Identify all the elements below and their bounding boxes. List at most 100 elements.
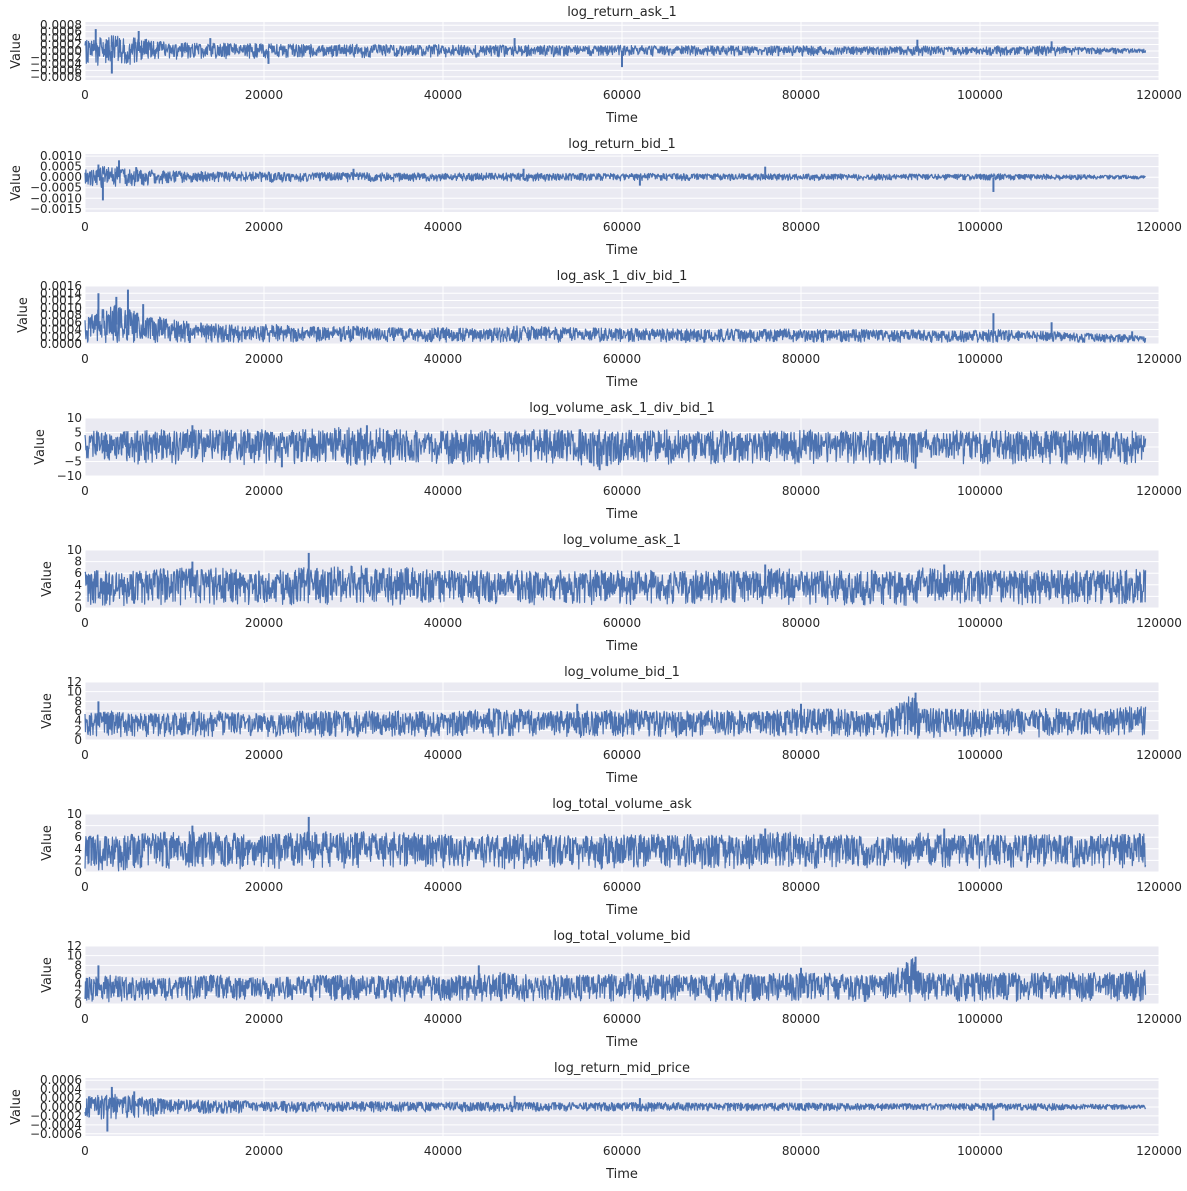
x-axis-label: Time (605, 111, 638, 126)
y-tick-label: 6 (74, 566, 82, 580)
y-axis-label: Value (40, 693, 55, 729)
y-tick-label: 4 (74, 578, 82, 592)
x-axis-label: Time (605, 1167, 638, 1182)
x-tick-label: 40000 (424, 352, 462, 366)
y-tick-label: 0 (74, 733, 82, 747)
y-tick-label: 10 (67, 807, 82, 821)
x-tick-label: 40000 (424, 616, 462, 630)
x-axis-label: Time (605, 1035, 638, 1050)
series-line (84, 35, 1147, 66)
x-tick-label: 0 (81, 88, 89, 102)
subplot-title: log_return_ask_1 (567, 5, 677, 20)
subplot-log-volume-ask-1: 0 20000 40000 60000 80000 100000 1200000246810… (40, 533, 1182, 654)
subplot-title: log_return_mid_price (554, 1061, 690, 1076)
x-tick-label: 120000 (1136, 352, 1182, 366)
y-tick-label: −0.0004 (30, 1118, 82, 1132)
x-tick-label: 20000 (245, 220, 283, 234)
x-tick-label: 120000 (1136, 1144, 1182, 1158)
x-tick-label: 60000 (603, 616, 641, 630)
y-tick-label: 0.0002 (40, 330, 82, 344)
subplot-title: log_total_volume_ask (552, 797, 692, 812)
y-axis-label: Value (40, 561, 55, 597)
y-tick-label: −0.0005 (30, 181, 82, 195)
y-tick-label: 0.0000 (40, 44, 82, 58)
x-tick-label: 100000 (957, 748, 1003, 762)
x-tick-label: 100000 (957, 1012, 1003, 1026)
y-tick-label: 10 (67, 543, 82, 557)
x-tick-label: 40000 (424, 220, 462, 234)
x-tick-label: 20000 (245, 352, 283, 366)
y-axis-label: Value (40, 957, 55, 993)
x-tick-label: 40000 (424, 880, 462, 894)
y-tick-label: 2 (74, 853, 82, 867)
x-tick-label: 40000 (424, 748, 462, 762)
x-tick-label: 80000 (782, 880, 820, 894)
x-axis-label: Time (605, 243, 638, 258)
y-tick-label: 2 (74, 589, 82, 603)
y-tick-label: 6 (74, 830, 82, 844)
y-tick-label: 0.0008 (40, 18, 82, 32)
x-tick-label: 80000 (782, 484, 820, 498)
subplot-log-total-volume-bid: 0 20000 40000 60000 80000 100000 1200000246810… (40, 929, 1182, 1050)
y-tick-label: 8 (74, 694, 82, 708)
x-tick-label: 80000 (782, 352, 820, 366)
x-tick-label: 0 (81, 220, 89, 234)
y-tick-label: 0 (74, 997, 82, 1011)
y-tick-label: 6 (74, 704, 82, 718)
y-tick-label: −0.0004 (30, 57, 82, 71)
y-axis-label: Value (33, 429, 48, 465)
y-axis-label: Value (40, 825, 55, 861)
x-axis-label: Time (605, 375, 638, 390)
y-tick-label: 0.0010 (40, 301, 82, 315)
subplot-title: log_volume_ask_1_div_bid_1 (529, 401, 714, 416)
y-tick-label: 0.0004 (40, 1082, 82, 1096)
x-tick-label: 120000 (1136, 88, 1182, 102)
x-tick-label: 80000 (782, 616, 820, 630)
y-tick-label: 0.0010 (40, 149, 82, 163)
x-tick-label: 120000 (1136, 484, 1182, 498)
subplot-title: log_volume_ask_1 (563, 533, 681, 548)
x-tick-label: 20000 (245, 88, 283, 102)
y-tick-label: −0.0010 (30, 191, 82, 205)
series-line (84, 304, 1147, 344)
y-tick-label: 2 (74, 987, 82, 1001)
x-tick-label: 120000 (1136, 748, 1182, 762)
x-tick-label: 120000 (1136, 880, 1182, 894)
x-axis-label: Time (605, 507, 638, 522)
x-tick-label: 100000 (957, 88, 1003, 102)
subplot-title: log_ask_1_div_bid_1 (557, 269, 688, 284)
x-tick-label: 100000 (957, 484, 1003, 498)
series-line (84, 565, 1147, 607)
y-tick-label: 0.0000 (40, 337, 82, 351)
y-tick-label: −0.0006 (30, 63, 82, 77)
x-tick-label: 100000 (957, 352, 1003, 366)
y-tick-label: 8 (74, 555, 82, 569)
subplot-title: log_total_volume_bid (553, 929, 690, 944)
series-line (84, 426, 1147, 467)
subplot-log-volume-bid-1: 0 20000 40000 60000 80000 100000 1200000246810… (40, 665, 1182, 786)
x-tick-label: 100000 (957, 616, 1003, 630)
x-tick-label: 120000 (1136, 616, 1182, 630)
x-tick-label: 20000 (245, 1012, 283, 1026)
x-tick-label: 60000 (603, 220, 641, 234)
y-tick-label: 0.0004 (40, 31, 82, 45)
x-tick-label: 80000 (782, 1144, 820, 1158)
x-tick-label: 100000 (957, 880, 1003, 894)
x-tick-label: 20000 (245, 1144, 283, 1158)
y-axis-label: Value (9, 1089, 24, 1125)
series-line (84, 831, 1147, 872)
y-tick-label: −0.0008 (30, 70, 82, 84)
x-tick-label: 80000 (782, 748, 820, 762)
y-tick-label: 0.0006 (40, 1073, 82, 1087)
subplot-log-ask-1-div-bid-1: 0 20000 40000 60000 80000 100000 1200000.00000… (16, 269, 1182, 390)
subplot-log-return-mid-price: 0 20000 40000 60000 80000 100000 120000 −0.0006… (9, 1061, 1182, 1182)
x-tick-label: 60000 (603, 1144, 641, 1158)
x-tick-label: 40000 (424, 1144, 462, 1158)
x-tick-label: 120000 (1136, 220, 1182, 234)
y-tick-label: −5 (64, 455, 82, 469)
y-tick-label: 0.0004 (40, 323, 82, 337)
x-tick-label: 120000 (1136, 1012, 1182, 1026)
y-axis-label: Value (16, 297, 31, 333)
x-tick-label: 0 (81, 1012, 89, 1026)
